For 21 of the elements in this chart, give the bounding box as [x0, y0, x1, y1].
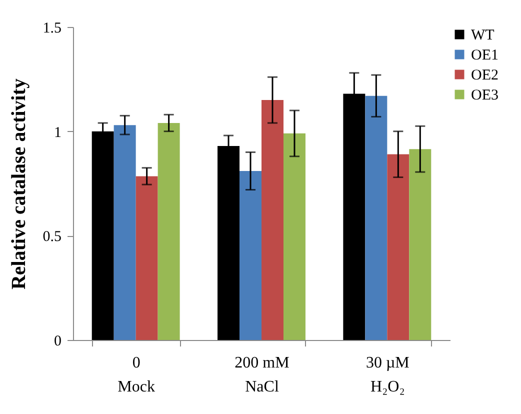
- bar: [387, 154, 410, 340]
- y-tick-label: 1: [54, 124, 62, 141]
- x-tick-label: 30 µM H₂O₂: [366, 354, 410, 396]
- bar: [409, 149, 432, 340]
- bar: [136, 176, 158, 340]
- y-axis-title: Relative catalase activity: [8, 78, 30, 290]
- x-tick-label: 0 Mock: [118, 354, 155, 396]
- bar: [114, 125, 136, 340]
- x-tick-label: 200 mM NaCl: [234, 354, 290, 396]
- bar: [365, 96, 388, 340]
- legend-label: OE1: [471, 48, 498, 64]
- legend-label: OE2: [471, 68, 498, 84]
- bar: [158, 122, 180, 340]
- y-tick-label: 0: [54, 334, 62, 350]
- bar: [283, 133, 306, 340]
- legend-label: WT: [471, 28, 494, 44]
- y-tick-label: 1.5: [42, 20, 62, 36]
- legend-label: OE3: [471, 88, 498, 104]
- bar: [262, 100, 284, 340]
- bar: [240, 170, 262, 340]
- y-tick-label: 0.5: [42, 229, 62, 246]
